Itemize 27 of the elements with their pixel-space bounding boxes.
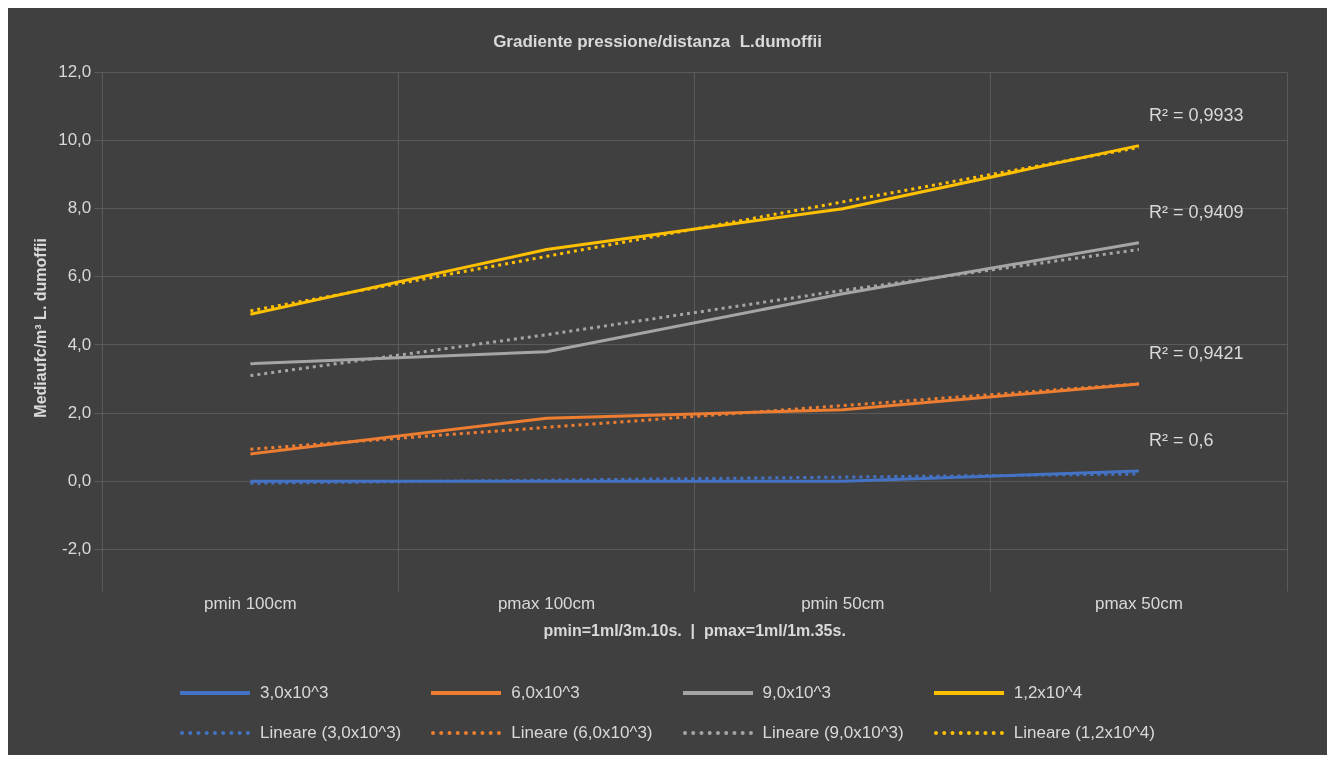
legend-label: Lineare (3,0x10^3)	[260, 723, 402, 743]
y-axis-title: Mediaufc/m³ L. dumoffii	[32, 238, 50, 418]
y-tick-label: 12,0	[58, 62, 92, 82]
y-tick-label: 10,0	[58, 130, 92, 150]
x-axis-title: pmin=1ml/3m.10s. | pmax=1ml/1m.35s.	[543, 621, 846, 639]
legend-label: 3,0x10^3	[260, 683, 329, 703]
legend-label: 1,2x10^4	[1013, 683, 1083, 703]
x-tick-label: pmax 50cm	[1094, 594, 1183, 614]
x-tick-label: pmin 100cm	[204, 594, 297, 614]
x-tick-label: pmin 50cm	[801, 594, 885, 614]
legend-label: Lineare (1,2x10^4)	[1013, 723, 1155, 743]
annotation: R² = 0,6	[1148, 429, 1214, 450]
y-tick-label: 4,0	[67, 334, 92, 354]
y-tick-label: 6,0	[67, 266, 92, 286]
annotation: R² = 0,9409	[1148, 201, 1244, 222]
y-tick-label: 2,0	[67, 402, 92, 422]
annotation: R² = 0,9421	[1148, 343, 1244, 364]
legend-label: 9,0x10^3	[762, 683, 831, 703]
y-tick-label: -2,0	[61, 539, 92, 559]
legend-label: Lineare (9,0x10^3)	[762, 723, 904, 743]
y-tick-label: 0,0	[67, 470, 92, 490]
y-tick-label: 8,0	[67, 198, 92, 218]
legend-label: Lineare (6,0x10^3)	[511, 723, 653, 743]
annotation: R² = 0,9933	[1148, 104, 1244, 125]
legend-label: 6,0x10^3	[511, 683, 580, 703]
x-tick-label: pmax 100cm	[497, 594, 596, 614]
chart-title: Gradiente pressione/distanza L.dumoffii	[493, 31, 822, 51]
